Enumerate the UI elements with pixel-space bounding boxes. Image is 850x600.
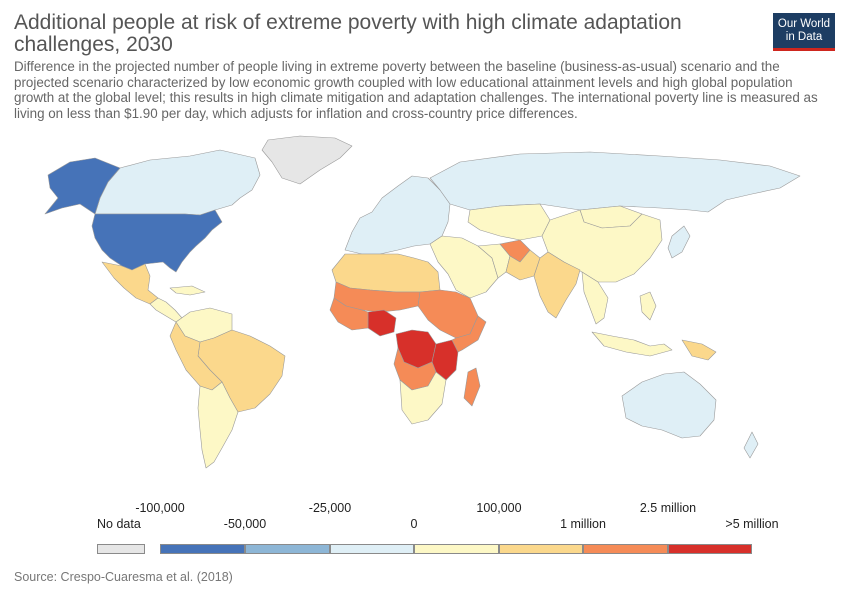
legend-tick-bottom-3: 1 million <box>560 517 606 531</box>
legend-swatch-2[interactable] <box>245 544 330 554</box>
world-map <box>44 135 801 469</box>
legend-tick-top-1: -100,000 <box>135 501 185 515</box>
chart-title: Additional people at risk of extreme pov… <box>14 11 682 56</box>
region-central-america[interactable] <box>149 297 183 323</box>
source-note: Source: Crespo-Cuaresma et al. (2018) <box>14 570 233 584</box>
legend-tick-top-3: 100,000 <box>476 501 522 515</box>
legend-tick-bottom-1: -50,000 <box>223 517 267 531</box>
legend-swatch-1[interactable] <box>160 544 245 554</box>
region-australia[interactable] <box>621 371 717 439</box>
region-madagascar[interactable] <box>463 367 481 407</box>
region-middle-east[interactable] <box>429 235 499 299</box>
logo-line-1: Our World <box>777 18 831 30</box>
region-philippines[interactable] <box>639 291 657 321</box>
legend-swatch-4[interactable] <box>414 544 499 554</box>
region-south-africa[interactable] <box>399 371 447 425</box>
legend-swatch-no-data[interactable] <box>97 544 145 554</box>
region-mexico[interactable] <box>101 261 159 305</box>
legend-tick-bottom-2: 0 <box>410 517 418 531</box>
owid-logo[interactable]: Our World in Data <box>773 13 835 51</box>
region-nigeria[interactable] <box>367 309 397 337</box>
region-japan[interactable] <box>667 225 691 259</box>
legend-swatch-5[interactable] <box>499 544 583 554</box>
region-new-zealand[interactable] <box>743 431 759 459</box>
region-russia[interactable] <box>429 151 801 213</box>
region-southeast-asia[interactable] <box>581 271 609 325</box>
region-canada[interactable] <box>94 149 261 216</box>
region-indonesia[interactable] <box>591 331 673 357</box>
region-argentina-chile[interactable] <box>197 381 239 469</box>
legend-no-data-label: No data <box>97 517 141 531</box>
legend-swatch-6[interactable] <box>583 544 668 554</box>
region-west-africa[interactable] <box>329 297 369 331</box>
region-central-asia[interactable] <box>467 203 551 241</box>
region-papua-new-guinea[interactable] <box>681 339 717 361</box>
chart-subtitle: Difference in the projected number of pe… <box>14 59 818 121</box>
region-india[interactable] <box>533 251 581 319</box>
region-north-africa[interactable] <box>331 253 441 293</box>
legend: -100,000 -25,000 100,000 2.5 million No … <box>0 490 850 560</box>
legend-tick-bottom-4: >5 million <box>725 517 779 531</box>
region-kenya-somalia[interactable] <box>451 315 487 353</box>
region-greenland[interactable] <box>261 135 353 185</box>
logo-accent-bar <box>773 48 835 51</box>
region-usa[interactable] <box>91 209 223 273</box>
legend-tick-top-4: 2.5 million <box>639 501 697 515</box>
region-caribbean[interactable] <box>169 285 206 296</box>
legend-swatch-3[interactable] <box>330 544 414 554</box>
legend-tick-top-2: -25,000 <box>308 501 352 515</box>
legend-swatch-7[interactable] <box>668 544 752 554</box>
logo-line-2: in Data <box>785 31 823 43</box>
